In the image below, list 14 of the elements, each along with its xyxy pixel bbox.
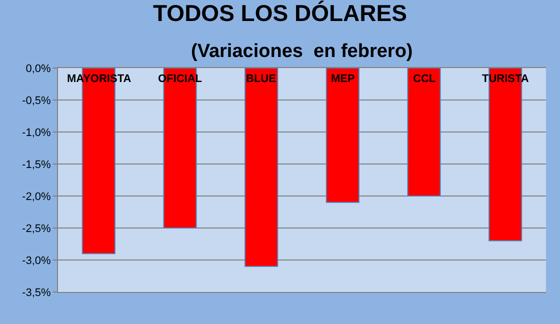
chart-subtitle: (Variaciones en febrero) [191,41,413,62]
y-tick-label: 0,0% [26,62,52,75]
y-tick-label: -1,5% [22,158,52,171]
x-tick-label: MEP [331,73,355,85]
y-tick-label: -3,5% [22,286,52,299]
x-tick-label: BLUE [246,73,276,85]
chart-title: TODOS LOS DÓLARES [153,0,407,26]
y-tick-label: -2,5% [22,222,52,235]
x-tick-label: CCL [413,73,436,85]
x-tick-label: MAYORISTA [67,73,132,85]
y-tick-label: -3,0% [22,254,52,267]
y-tick-label: -0,5% [22,94,52,107]
y-tick-label: -1,0% [22,126,52,139]
y-tick-label: -2,0% [22,190,52,203]
